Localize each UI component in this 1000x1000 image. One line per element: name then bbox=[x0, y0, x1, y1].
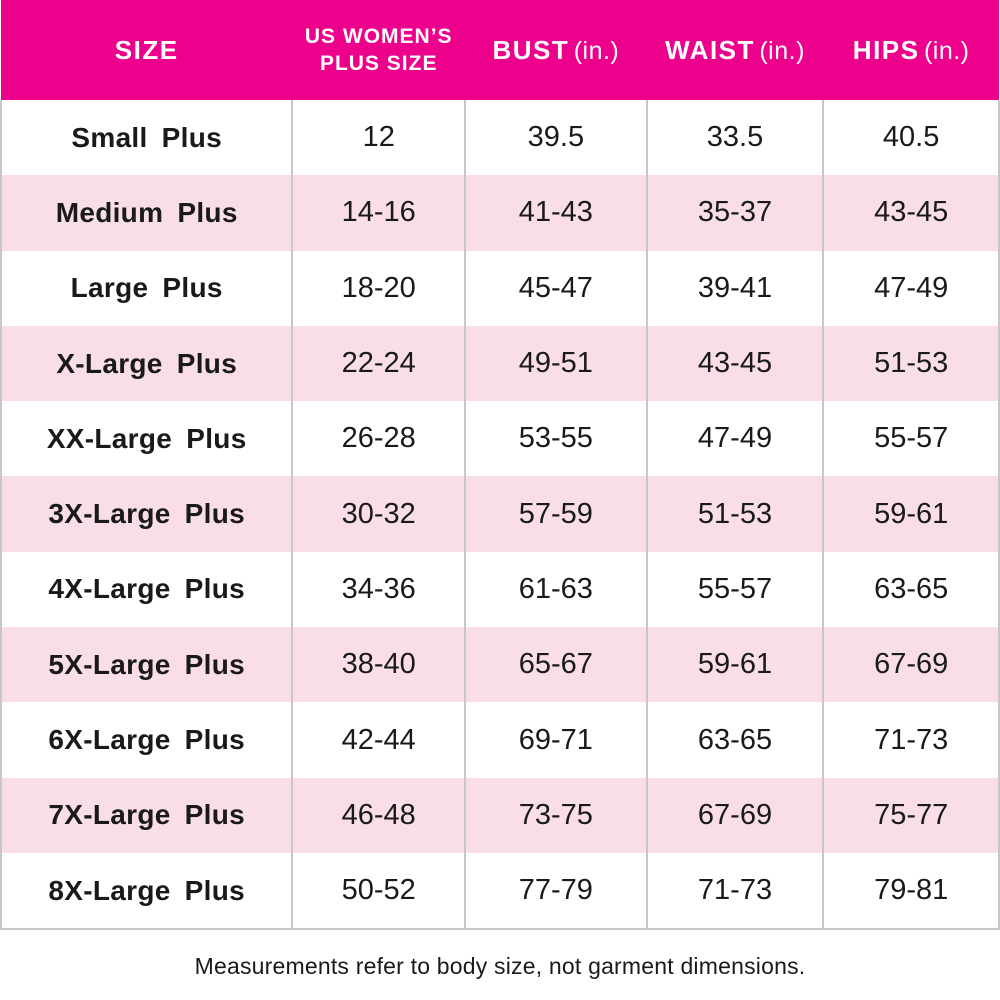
table-row: Medium Plus 14-16 41-43 35-37 43-45 bbox=[0, 175, 1000, 251]
size-cell: Large Plus bbox=[0, 250, 294, 326]
size-cell: 3X-Large Plus bbox=[0, 476, 294, 552]
hips-cell: 47-49 bbox=[822, 250, 1000, 326]
size-cell: 4X-Large Plus bbox=[0, 551, 294, 628]
hips-cell: 79-81 bbox=[822, 852, 1000, 930]
us-plus-size-cell: 12 bbox=[291, 100, 467, 176]
size-cell: XX-Large Plus bbox=[0, 401, 294, 477]
bust-cell: 49-51 bbox=[464, 325, 648, 402]
us-plus-size-cell: 14-16 bbox=[291, 175, 467, 251]
col-header-hips: HIPS (in.) bbox=[823, 0, 999, 100]
size-cell: Medium Plus bbox=[0, 175, 294, 251]
col-header-bust-label: BUST bbox=[492, 34, 570, 65]
col-header-waist-unit: (in.) bbox=[759, 36, 805, 65]
hips-cell: 40.5 bbox=[822, 100, 1000, 176]
hips-cell: 71-73 bbox=[822, 702, 1000, 778]
size-cell: Small Plus bbox=[0, 100, 294, 176]
waist-cell: 33.5 bbox=[645, 100, 825, 176]
col-header-us-plus-size: US WOMEN’S PLUS SIZE bbox=[292, 0, 466, 100]
bust-cell: 45-47 bbox=[464, 250, 648, 326]
waist-cell: 71-73 bbox=[645, 852, 825, 930]
col-header-bust-unit: (in.) bbox=[573, 36, 620, 65]
table-body: Small Plus 12 39.5 33.5 40.5 Medium Plus… bbox=[0, 100, 1000, 930]
table-header: SIZE US WOMEN’S PLUS SIZE BUST (in.) WAI… bbox=[1, 0, 999, 100]
table-row: 3X-Large Plus 30-32 57-59 51-53 59-61 bbox=[0, 476, 1000, 552]
us-plus-size-cell: 50-52 bbox=[291, 852, 467, 930]
waist-cell: 55-57 bbox=[645, 551, 825, 628]
size-cell: X-Large Plus bbox=[0, 325, 294, 402]
waist-cell: 43-45 bbox=[645, 325, 825, 402]
hips-cell: 59-61 bbox=[822, 476, 1000, 552]
measurement-disclaimer: Measurements refer to body size, not gar… bbox=[194, 953, 806, 980]
table-row: XX-Large Plus 26-28 53-55 47-49 55-57 bbox=[0, 401, 1000, 477]
size-chart-table: SIZE US WOMEN’S PLUS SIZE BUST (in.) WAI… bbox=[0, 0, 1000, 930]
us-plus-size-cell: 38-40 bbox=[291, 627, 467, 703]
us-plus-size-cell: 34-36 bbox=[291, 551, 467, 628]
table-row: 7X-Large Plus 46-48 73-75 67-69 75-77 bbox=[0, 777, 1000, 853]
hips-cell: 67-69 bbox=[822, 627, 1000, 703]
table-row: 5X-Large Plus 38-40 65-67 59-61 67-69 bbox=[0, 627, 1000, 703]
hips-cell: 43-45 bbox=[822, 175, 1000, 251]
waist-cell: 39-41 bbox=[645, 250, 825, 326]
size-cell: 6X-Large Plus bbox=[0, 702, 294, 778]
size-cell: 5X-Large Plus bbox=[0, 627, 294, 703]
header-row: SIZE US WOMEN’S PLUS SIZE BUST (in.) WAI… bbox=[1, 0, 999, 100]
us-plus-size-cell: 26-28 bbox=[291, 401, 467, 477]
waist-cell: 35-37 bbox=[645, 175, 825, 251]
hips-cell: 63-65 bbox=[822, 551, 1000, 628]
table-row: X-Large Plus 22-24 49-51 43-45 51-53 bbox=[0, 325, 1000, 402]
table-row: 8X-Large Plus 50-52 77-79 71-73 79-81 bbox=[0, 852, 1000, 930]
col-header-hips-label: HIPS bbox=[852, 34, 920, 65]
bust-cell: 77-79 bbox=[464, 852, 648, 930]
waist-cell: 51-53 bbox=[645, 476, 825, 552]
hips-cell: 51-53 bbox=[822, 325, 1000, 402]
table-row: Small Plus 12 39.5 33.5 40.5 bbox=[0, 100, 1000, 176]
hips-cell: 75-77 bbox=[822, 777, 1000, 853]
col-header-bust: BUST (in.) bbox=[465, 0, 647, 100]
size-cell: 7X-Large Plus bbox=[0, 777, 294, 853]
size-cell: 8X-Large Plus bbox=[0, 852, 294, 930]
bust-cell: 61-63 bbox=[464, 551, 648, 628]
bust-cell: 69-71 bbox=[464, 702, 648, 778]
table-row: 6X-Large Plus 42-44 69-71 63-65 71-73 bbox=[0, 702, 1000, 778]
waist-cell: 59-61 bbox=[645, 627, 825, 703]
us-plus-size-cell: 22-24 bbox=[291, 325, 467, 402]
waist-cell: 47-49 bbox=[645, 401, 825, 477]
table-row: Large Plus 18-20 45-47 39-41 47-49 bbox=[0, 250, 1000, 326]
us-plus-size-cell: 42-44 bbox=[291, 702, 467, 778]
bust-cell: 41-43 bbox=[464, 175, 648, 251]
waist-cell: 63-65 bbox=[645, 702, 825, 778]
bust-cell: 57-59 bbox=[464, 476, 648, 552]
col-header-hips-unit: (in.) bbox=[923, 36, 970, 65]
us-plus-size-cell: 18-20 bbox=[291, 250, 467, 326]
bust-cell: 65-67 bbox=[464, 627, 648, 703]
waist-cell: 67-69 bbox=[645, 777, 825, 853]
col-header-size: SIZE bbox=[1, 0, 293, 100]
col-header-us-plus-size-label: US WOMEN’S PLUS SIZE bbox=[304, 24, 453, 75]
bust-cell: 73-75 bbox=[464, 777, 648, 853]
table-row: 4X-Large Plus 34-36 61-63 55-57 63-65 bbox=[0, 551, 1000, 628]
us-plus-size-cell: 30-32 bbox=[291, 476, 467, 552]
us-plus-size-cell: 46-48 bbox=[291, 777, 467, 853]
col-header-waist: WAIST (in.) bbox=[646, 0, 824, 100]
col-header-waist-label: WAIST bbox=[665, 34, 755, 65]
bust-cell: 53-55 bbox=[464, 401, 648, 477]
hips-cell: 55-57 bbox=[822, 401, 1000, 477]
col-header-size-label: SIZE bbox=[114, 34, 179, 65]
bust-cell: 39.5 bbox=[464, 100, 648, 176]
